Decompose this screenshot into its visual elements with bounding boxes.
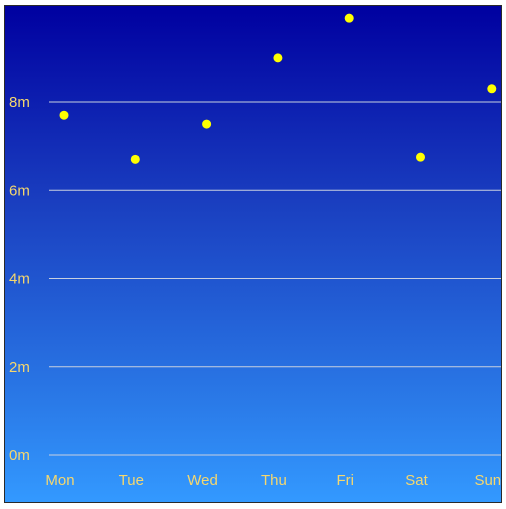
y-tick-label: 6m (9, 182, 30, 199)
data-point (59, 110, 69, 120)
data-point (130, 154, 140, 164)
x-tick-label: Fri (336, 472, 354, 489)
gridlines (49, 101, 501, 456)
x-tick-label: Thu (261, 472, 287, 489)
x-tick-label: Tue (119, 472, 144, 489)
y-tick-label: 4m (9, 271, 30, 288)
x-tick-label: Sat (405, 472, 428, 489)
data-point (273, 53, 283, 63)
x-axis-ticks: Mon Tue Wed Thu Fri Sat Sun (45, 472, 501, 489)
x-tick-label: Mon (45, 472, 74, 489)
y-tick-label: 2m (9, 359, 30, 376)
scatter-chart: 0m 2m 4m 6m 8m Mon Tue Wed Thu Fri Sat Sun (9, 13, 501, 489)
data-point (202, 119, 212, 129)
chart-area: 0m 2m 4m 6m 8m Mon Tue Wed Thu Fri Sat Sun (4, 5, 502, 503)
data-point (416, 152, 425, 162)
data-point (344, 13, 354, 23)
x-tick-label: Sun (474, 472, 501, 489)
y-axis-ticks: 0m 2m 4m 6m 8m (9, 94, 30, 464)
data-point (487, 84, 497, 94)
data-points (59, 13, 497, 164)
y-tick-label: 0m (9, 447, 30, 464)
x-tick-label: Wed (187, 472, 218, 489)
y-tick-label: 8m (9, 94, 30, 111)
